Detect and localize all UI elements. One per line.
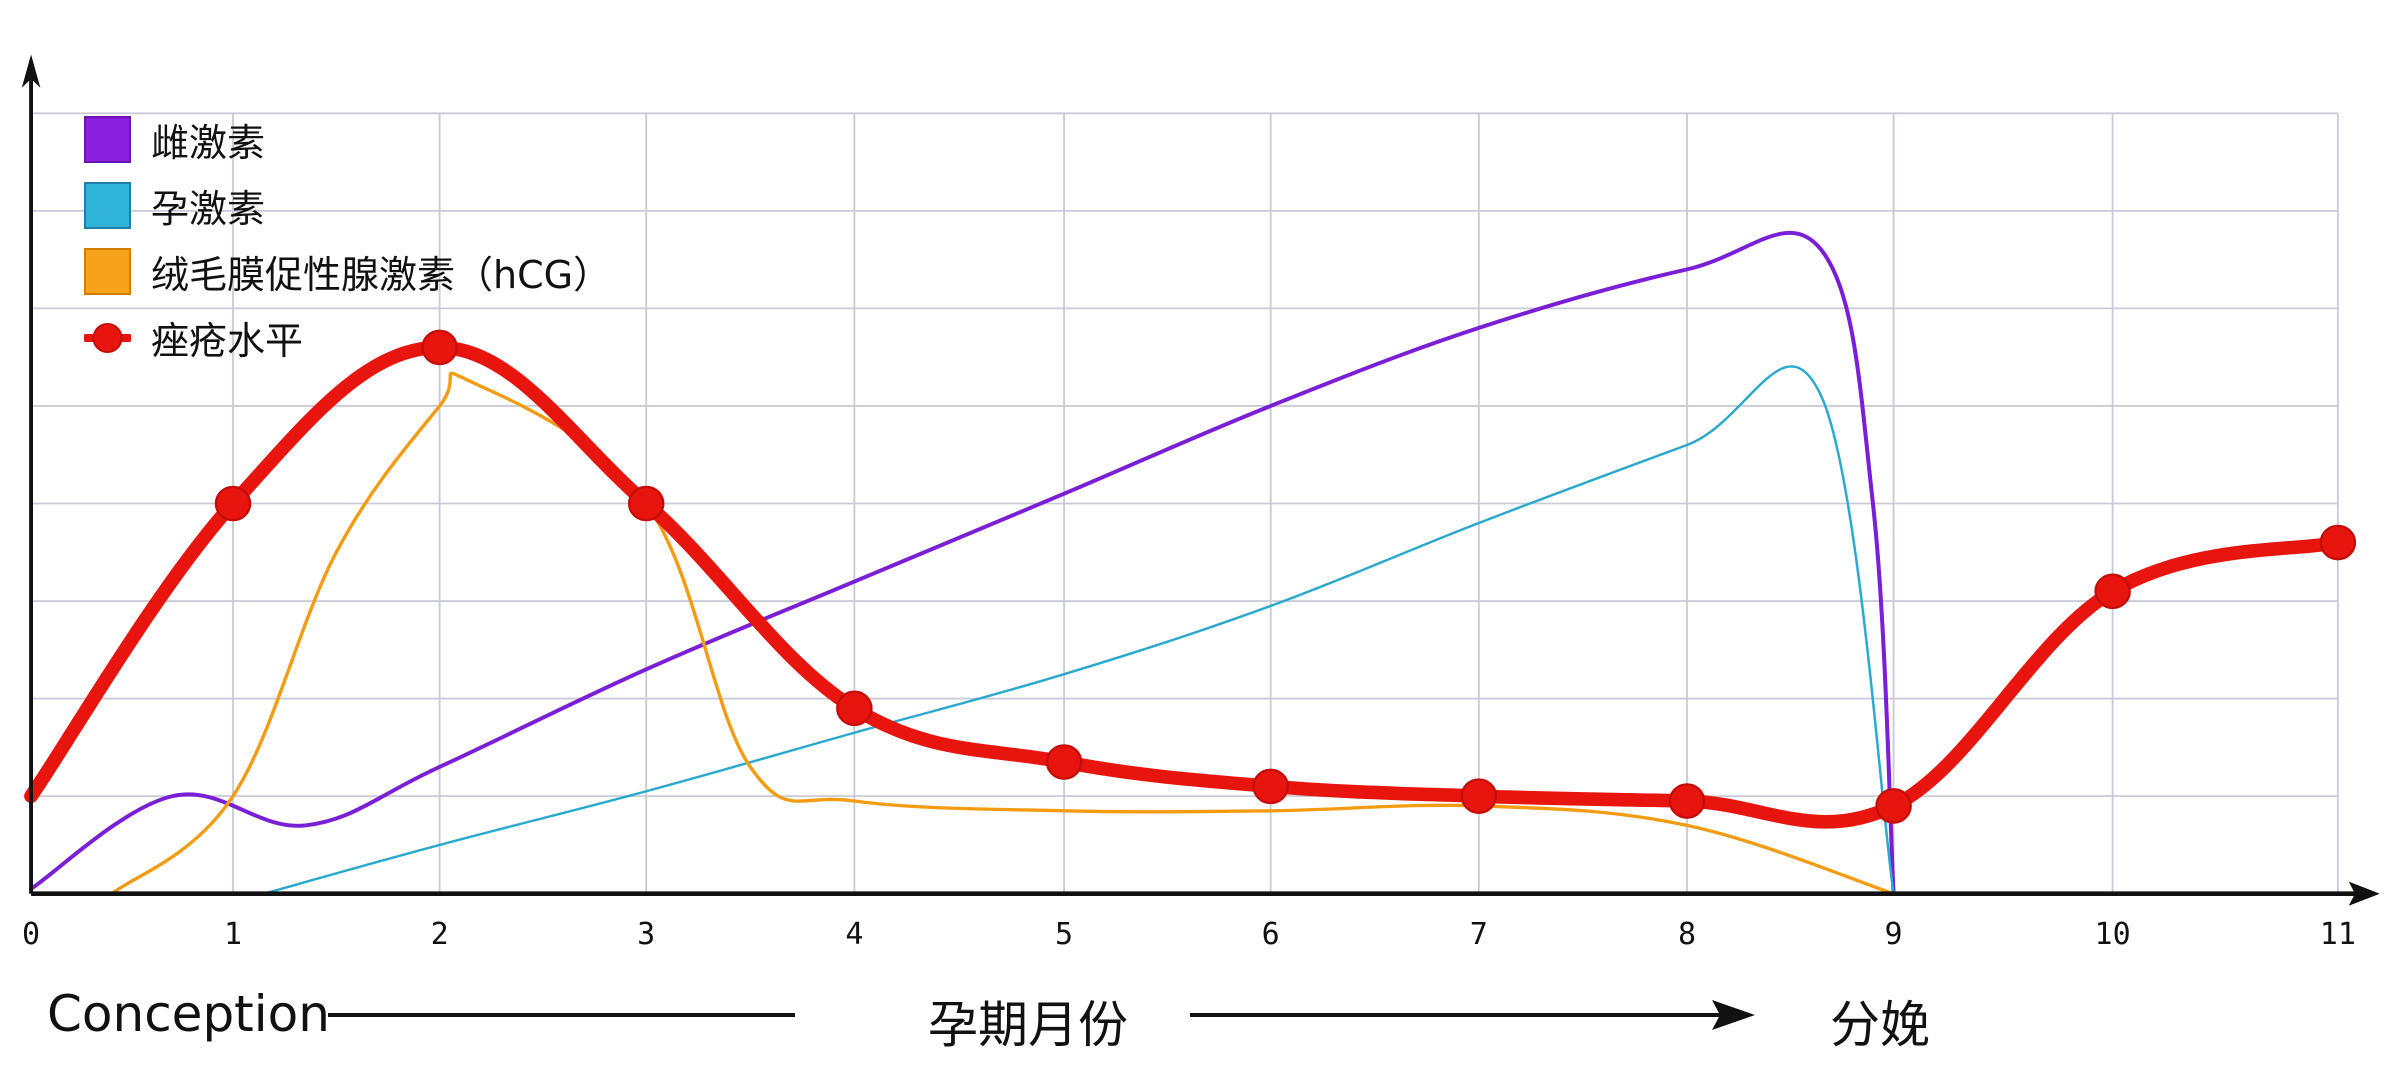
acne-data-point	[421, 329, 458, 366]
progesterone-swatch-icon	[84, 181, 131, 229]
conception-label: Conception	[47, 985, 330, 1043]
acne-data-point	[1045, 744, 1083, 780]
legend-label: 绒毛膜促性腺激素（hCG）	[151, 252, 612, 297]
y-axis-arrow-icon	[21, 54, 41, 88]
acne-data-point	[214, 485, 252, 522]
acne-data-point	[2094, 573, 2131, 610]
acne-data-point	[1875, 788, 1912, 824]
axes	[21, 54, 2380, 906]
grid-lines	[31, 112, 2339, 894]
x-tick-label: 7	[1469, 917, 1488, 952]
acne-data-point	[2319, 524, 2357, 561]
estrogen-swatch-icon	[84, 115, 131, 163]
x-tick-label: 2	[430, 917, 449, 952]
delivery-label: 分娩	[1830, 996, 1930, 1054]
series-lines	[24, 230, 2357, 896]
x-axis-arrow-icon	[2348, 881, 2380, 906]
legend-item-hcg: 绒毛膜促性腺激素（hCG）	[84, 238, 611, 304]
acne-data-point	[1460, 778, 1498, 814]
x-tick-label: 10	[2094, 917, 2131, 952]
x-tick-label: 11	[2319, 917, 2356, 952]
acne-data-point	[1668, 783, 1706, 819]
acne-data-point	[836, 690, 873, 727]
legend-label: 雌激素	[151, 120, 266, 165]
legend-item-acne: 痤疮水平	[82, 304, 611, 370]
legend-item-estrogen: 雌激素	[84, 106, 611, 172]
legend-item-progesterone: 孕激素	[84, 172, 611, 238]
x-tick-label: 9	[1884, 917, 1903, 952]
acne-line	[24, 340, 2345, 829]
legend: 雌激素 孕激素 绒毛膜促性腺激素（hCG） 痤疮水平	[82, 106, 611, 370]
acne-marker-icon	[82, 314, 133, 361]
x-tick-label: 8	[1677, 917, 1697, 952]
acne-data-point	[1252, 768, 1289, 805]
hcg-swatch-icon	[84, 247, 131, 295]
x-tick-label: 5	[1055, 917, 1074, 952]
legend-label: 痤疮水平	[151, 318, 304, 363]
estrogen-line	[29, 230, 1896, 896]
x-tick-label: 0	[22, 917, 41, 952]
hcg-line	[110, 371, 1896, 896]
x-tick-label: 1	[223, 917, 243, 952]
x-tick-label: 6	[1261, 917, 1280, 952]
acne-data-point	[627, 485, 665, 522]
months-label: 孕期月份	[928, 996, 1128, 1054]
legend-label: 孕激素	[151, 186, 266, 231]
progesterone-line	[262, 365, 1895, 895]
x-tick-label: 3	[637, 917, 656, 952]
x-tick-label: 4	[845, 917, 864, 952]
